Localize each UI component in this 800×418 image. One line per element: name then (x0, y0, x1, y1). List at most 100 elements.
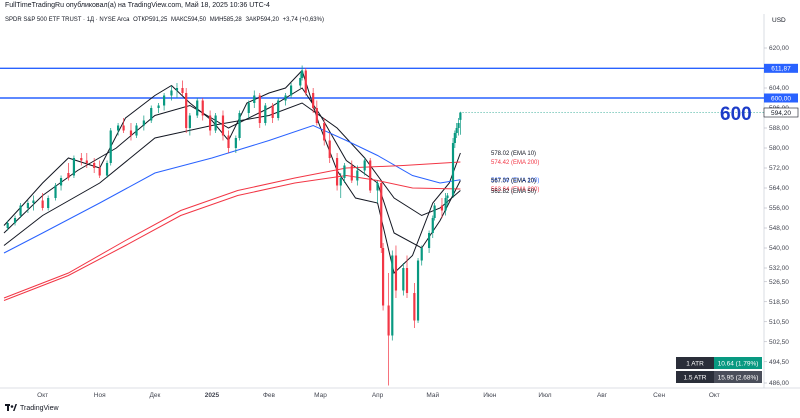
candle-body (162, 95, 166, 106)
candle (67, 163, 70, 181)
candle-body (363, 160, 366, 171)
x-tick-label: Дек (149, 392, 160, 399)
candle-body (315, 108, 318, 123)
candle-body (247, 103, 250, 113)
last-price-label: 594,20 (771, 110, 791, 117)
candle-body (413, 293, 416, 321)
candle-body (284, 95, 287, 101)
x-tick-label: Окт (709, 392, 720, 399)
candle (13, 215, 17, 226)
candle-body (451, 143, 455, 196)
candle-body (455, 128, 458, 133)
candle (175, 83, 179, 98)
ema-line (3, 161, 461, 299)
candle-body (381, 248, 385, 306)
candle (431, 215, 434, 238)
candle (214, 113, 217, 133)
y-tick-label: 564,00 (769, 185, 789, 192)
ema-value-label: 563.64 (EMA 200) (491, 187, 539, 193)
candle-body (116, 125, 120, 131)
candle (185, 88, 188, 133)
candle (391, 250, 394, 341)
candle-body (32, 200, 35, 203)
candle-body (122, 125, 125, 131)
candle (238, 110, 241, 141)
y-tick-label: 580,00 (769, 145, 789, 152)
candle (47, 195, 50, 211)
candle (98, 160, 101, 178)
candle (234, 135, 237, 153)
candle (247, 100, 250, 118)
candle (369, 158, 372, 193)
candle (196, 98, 199, 118)
candle-body (214, 115, 217, 131)
atr-row: 1.5 ATR 15.95 (2.68%) (676, 371, 762, 383)
candle (170, 85, 173, 101)
candle-body (339, 178, 342, 186)
candle (444, 193, 447, 216)
candle-body (350, 165, 353, 181)
ema-line (3, 87, 461, 249)
candle (457, 118, 460, 136)
candle (227, 130, 230, 153)
candle-body (234, 138, 237, 148)
candle-body (431, 218, 434, 233)
candle (312, 88, 315, 113)
ema-value-label: 562.82 (EMA 50) (491, 189, 536, 195)
legend-open: ОТКР591,25 (133, 17, 168, 23)
candle-body (238, 113, 241, 138)
candle (284, 93, 287, 106)
candle (181, 80, 184, 96)
candle-body (201, 100, 204, 116)
candle-body (446, 195, 449, 198)
y-tick-label: 588,00 (769, 125, 789, 132)
candle (363, 158, 366, 176)
candle (335, 153, 339, 191)
candle-body (41, 200, 44, 208)
candle (420, 245, 423, 266)
x-tick-label: Сен (653, 392, 665, 399)
candle (264, 103, 267, 126)
candle-body (85, 160, 88, 163)
candle-body (19, 205, 22, 216)
candle (105, 160, 109, 178)
candle (122, 118, 125, 133)
candle-body (369, 160, 372, 191)
candle-body (258, 95, 261, 123)
candle-body (181, 88, 184, 93)
candle-body (304, 70, 307, 93)
candle (85, 153, 88, 168)
y-tick-label: 620,00 (769, 45, 789, 52)
y-tick-label: 502,50 (769, 339, 789, 346)
candle (381, 243, 385, 311)
candle-body (47, 198, 50, 208)
x-tick-label: Июл (538, 392, 551, 399)
candle (440, 198, 444, 218)
candle-body (394, 255, 398, 291)
candle (339, 173, 342, 198)
horizontal-level-label: 600,00 (771, 95, 791, 102)
candle (209, 110, 212, 136)
candle-body (129, 130, 133, 136)
candle-body (457, 123, 460, 128)
legend-symbol: SPDR S&P 500 ETF TRUST · 1Д · NYSE Arca (5, 17, 130, 23)
candle-body (221, 115, 225, 136)
y-tick-label: 510,50 (769, 319, 789, 326)
last-price-tag (763, 107, 799, 118)
candle-body (26, 203, 30, 208)
candle-body (98, 168, 101, 176)
candle (54, 183, 57, 201)
candle-body (391, 255, 394, 336)
candle (416, 258, 420, 323)
candle (299, 73, 302, 88)
y-tick-label: 604,00 (769, 85, 789, 92)
publish-info: FullTimeTradingRu опубликовал(а) на Trad… (5, 2, 270, 9)
candle (72, 155, 76, 178)
candle-body (289, 85, 293, 96)
candle-body (72, 158, 76, 176)
candle (26, 200, 30, 213)
y-tick-label: 540,00 (769, 245, 789, 252)
candle-body (356, 170, 359, 181)
candle (315, 100, 318, 126)
